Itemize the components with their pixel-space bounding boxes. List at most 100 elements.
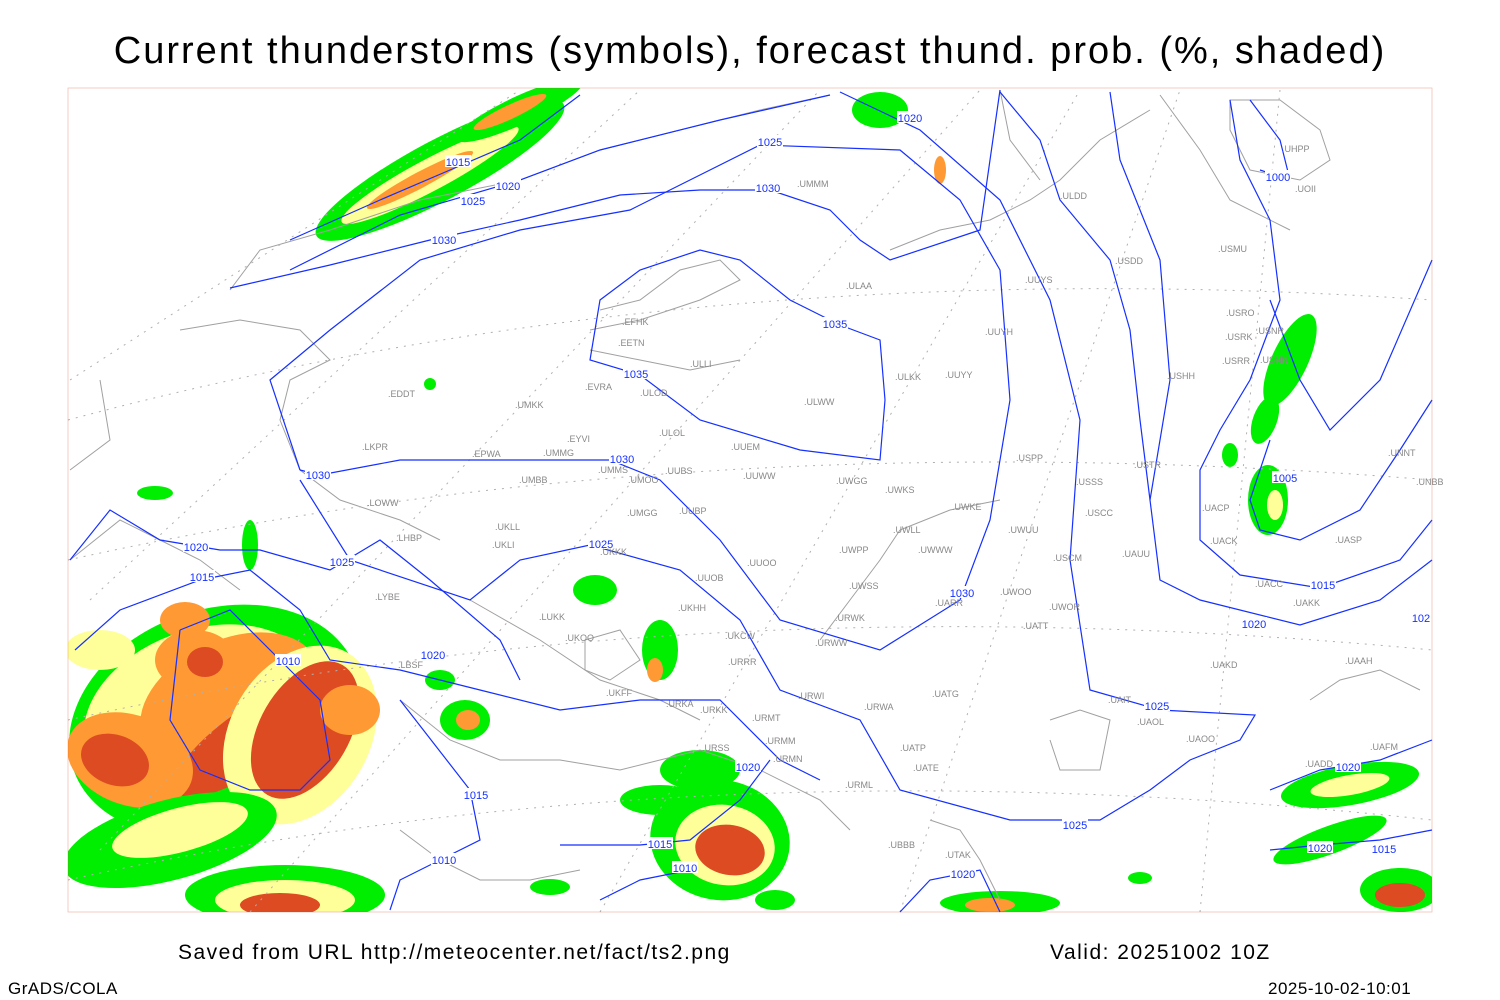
- station-label: .USCC: [1085, 508, 1114, 518]
- station-label: .USNR: [1256, 326, 1285, 336]
- station-label: .UKLL: [495, 522, 520, 532]
- isobar: [69, 509, 521, 681]
- station-label: .USRK: [1225, 332, 1253, 342]
- meridian: [69, 89, 521, 381]
- isobar: [1269, 829, 1433, 851]
- coastline: [1049, 709, 1111, 771]
- station-label: .UACK: [1210, 536, 1238, 546]
- station-label: .UWSS: [849, 581, 879, 591]
- isobar-label: 1020: [898, 113, 922, 125]
- station-label: .USDD: [1115, 256, 1144, 266]
- isobar-label: 1015: [1372, 844, 1396, 856]
- station-label: .UATG: [932, 689, 959, 699]
- station-label: .UAKD: [1210, 660, 1238, 670]
- station-label: .URMT: [752, 713, 781, 723]
- isobar-label: 1015: [446, 157, 470, 169]
- station-label: .UMOO: [628, 475, 659, 485]
- station-label: .UWWW: [918, 545, 953, 555]
- meridian: [599, 89, 1081, 913]
- probability-area: [81, 733, 149, 787]
- isobar: [1249, 99, 1291, 181]
- isobar-label: 1015: [464, 790, 488, 802]
- isobar-label: 1025: [758, 137, 782, 149]
- isobar-label: 1025: [330, 557, 354, 569]
- isobar: [1269, 259, 1433, 431]
- station-label: .UWKS: [885, 485, 915, 495]
- station-label: .ULWW: [804, 397, 835, 407]
- station-label: .UMMM: [797, 179, 829, 189]
- station-label: .USPP: [1016, 453, 1043, 463]
- station-label: .ULAA: [846, 281, 872, 291]
- station-label: .UMBB: [519, 475, 548, 485]
- station-label: .URMN: [773, 754, 803, 764]
- station-label: .UUWW: [743, 471, 776, 481]
- station-label: .EETN: [618, 338, 645, 348]
- isobar: [269, 144, 1011, 651]
- probability-area: [660, 750, 740, 790]
- probability-area: [320, 685, 380, 735]
- meridian: [89, 89, 641, 601]
- station-label: .LUKK: [539, 612, 565, 622]
- isobar: [560, 759, 771, 846]
- isobar: [299, 91, 1257, 821]
- isobar: [1109, 91, 1433, 626]
- station-label: .UKKK: [600, 547, 627, 557]
- station-label: .UWLL: [893, 525, 921, 535]
- probability-area: [137, 486, 173, 500]
- station-label: .UAKK: [1293, 598, 1320, 608]
- coastline: [399, 699, 851, 831]
- isobar-label: 1030: [950, 588, 974, 600]
- station-label: .USSS: [1076, 477, 1103, 487]
- station-label: .UUYH: [985, 327, 1013, 337]
- station-labels: .ULDD .USMU .USDD .UUYS .ULAA .USRO.USNR.USRK…: [362, 144, 1444, 860]
- isobar-label: 1025: [461, 196, 485, 208]
- isobar-label: 1025: [589, 539, 613, 551]
- station-label: .UAFM: [1370, 742, 1398, 752]
- station-label: .UATE: [913, 763, 939, 773]
- station-label: .USTR: [1134, 460, 1162, 470]
- isobar-labels: 1020 1025 1015 1030 1020 1025 1000 1030 1035 1035…: [183, 111, 1434, 881]
- station-label: .UAOO: [1186, 734, 1215, 744]
- isobar: [289, 94, 581, 241]
- probability-area: [112, 802, 248, 858]
- station-label: .URKA: [666, 699, 694, 709]
- station-label: .URML: [845, 780, 873, 790]
- station-label: .UNBB: [1416, 477, 1444, 487]
- station-label: .ULLI: [690, 359, 712, 369]
- station-label: .UUBS: [665, 466, 693, 476]
- isobar-label: 102: [1412, 613, 1430, 625]
- station-label: .UTAK: [945, 850, 971, 860]
- station-label: .UHPP: [1282, 144, 1310, 154]
- station-label: .UMMG: [543, 448, 574, 458]
- isobar-label: 1000: [1266, 172, 1290, 184]
- station-label: .UAOL: [1137, 717, 1164, 727]
- isobar-label: 1025: [1063, 820, 1087, 832]
- station-label: .UOII: [1295, 184, 1316, 194]
- coastline: [589, 259, 741, 331]
- isobar-label: 1020: [421, 650, 445, 662]
- station-label: .UAUU: [1122, 549, 1150, 559]
- probability-area: [1310, 772, 1390, 798]
- isobar-label: 1030: [306, 470, 330, 482]
- probability-area: [160, 602, 210, 638]
- station-label: .URWI: [798, 691, 824, 701]
- coastline: [1309, 669, 1421, 701]
- isobar-label: 1025: [1145, 701, 1169, 713]
- station-label: .UMGG: [627, 508, 658, 518]
- probability-area: [1263, 314, 1317, 406]
- station-label: .UUYS: [1025, 275, 1053, 285]
- station-label: .LYBE: [375, 592, 400, 602]
- station-label: .UUEM: [731, 442, 760, 452]
- station-label: .UARR: [935, 598, 964, 608]
- coastline: [584, 629, 641, 681]
- probability-area: [620, 785, 700, 815]
- isobar: [389, 699, 481, 911]
- station-label: .ULOD: [640, 388, 668, 398]
- station-label: .UWPP: [839, 545, 869, 555]
- station-label: .UKLI: [492, 540, 515, 550]
- station-label: .USHH: [1167, 371, 1195, 381]
- probability-area: [1375, 883, 1425, 907]
- probability-area: [647, 658, 663, 682]
- lat-lon-grid: [67, 89, 1433, 913]
